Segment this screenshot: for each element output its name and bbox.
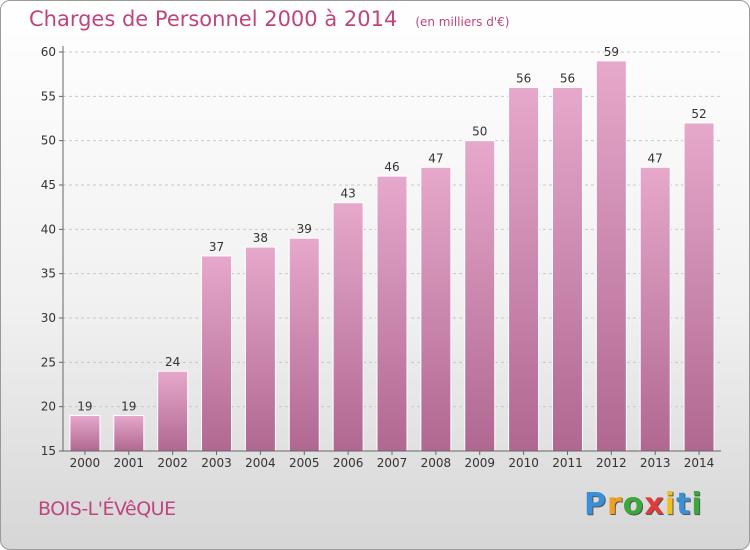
logo-letter: P	[584, 487, 607, 522]
x-tick-label-2000: 2000	[70, 456, 101, 470]
x-tick-label-2004: 2004	[245, 456, 276, 470]
x-tick-label-2010: 2010	[508, 456, 539, 470]
y-tick-label: 25	[41, 355, 56, 369]
x-tick-label-2005: 2005	[289, 456, 320, 470]
logo-letter: x	[644, 487, 665, 522]
bars	[69, 60, 715, 452]
bar-2004	[244, 246, 276, 452]
x-tick-label-2006: 2006	[333, 456, 364, 470]
bar-2009	[464, 140, 496, 452]
data-label-2003: 37	[209, 240, 224, 254]
bar-2013	[639, 166, 671, 452]
chart-title: Charges de Personnel 2000 à 2014 (en mill…	[29, 7, 509, 31]
data-label-2002: 24	[165, 355, 180, 369]
bar-2007	[376, 175, 408, 452]
x-tick-label-2003: 2003	[201, 456, 232, 470]
data-label-2013: 47	[648, 151, 663, 165]
bar-2005	[288, 237, 320, 452]
data-label-2009: 50	[472, 125, 487, 139]
bar-2010	[508, 86, 540, 452]
data-label-2004: 38	[253, 231, 268, 245]
logo-letter: i	[664, 487, 677, 522]
logo-letter: o	[622, 487, 645, 522]
y-tick-label: 30	[41, 311, 56, 325]
bar-2002	[157, 370, 189, 452]
bar-2000	[69, 415, 101, 452]
data-label-2011: 56	[560, 71, 575, 85]
data-label-2006: 43	[340, 187, 355, 201]
axes: 15 20 25 30 35 40 45 50 55 60 2000 2001 2002 2003 2004…	[41, 45, 721, 470]
x-tick-label-2001: 2001	[114, 456, 145, 470]
commune-name: BOIS-L'ÉVêQUE	[38, 498, 176, 520]
bar-2003	[201, 255, 233, 452]
bar-2008	[420, 166, 452, 452]
bar-2006	[332, 202, 364, 452]
proxiti-logo: Proxiti	[584, 487, 703, 522]
data-label-2007: 46	[384, 160, 399, 174]
bar-2001	[113, 415, 145, 452]
x-tick-label-2009: 2009	[464, 456, 495, 470]
x-tick-label-2013: 2013	[640, 456, 671, 470]
bar-2011	[551, 86, 583, 452]
data-label-2008: 47	[428, 151, 443, 165]
y-tick-label: 60	[41, 45, 56, 59]
x-tick-label-2011: 2011	[552, 456, 583, 470]
bar-2012	[595, 60, 627, 452]
y-tick-label: 40	[41, 222, 56, 236]
y-tick-label: 55	[41, 89, 56, 103]
y-tick-label: 35	[41, 267, 56, 281]
bar-2014	[683, 122, 715, 452]
x-tick-label-2008: 2008	[421, 456, 452, 470]
logo-letter: i	[691, 487, 703, 522]
x-tick-label-2007: 2007	[377, 456, 408, 470]
y-tick-label: 15	[41, 444, 56, 458]
x-tick-label-2014: 2014	[684, 456, 715, 470]
data-label-2001: 19	[121, 400, 136, 414]
y-tick-label: 20	[41, 400, 56, 414]
data-label-2010: 56	[516, 71, 531, 85]
data-label-2005: 39	[297, 222, 312, 236]
chart-title-text: Charges de Personnel 2000 à 2014	[29, 7, 398, 31]
y-tick-label: 50	[41, 134, 56, 148]
y-tick-label: 45	[41, 178, 56, 192]
data-labels: 19 19 24 37 38 39 43 46 47 50 56 56 59 47 52	[77, 45, 706, 414]
x-tick-label-2002: 2002	[157, 456, 188, 470]
logo-letter: t	[676, 487, 692, 522]
data-label-2000: 19	[77, 400, 92, 414]
logo-letter: r	[607, 487, 623, 522]
chart-subtitle: (en milliers d'€)	[415, 15, 510, 29]
x-tick-label-2012: 2012	[596, 456, 627, 470]
data-label-2012: 59	[604, 45, 619, 59]
data-label-2014: 52	[691, 107, 706, 121]
